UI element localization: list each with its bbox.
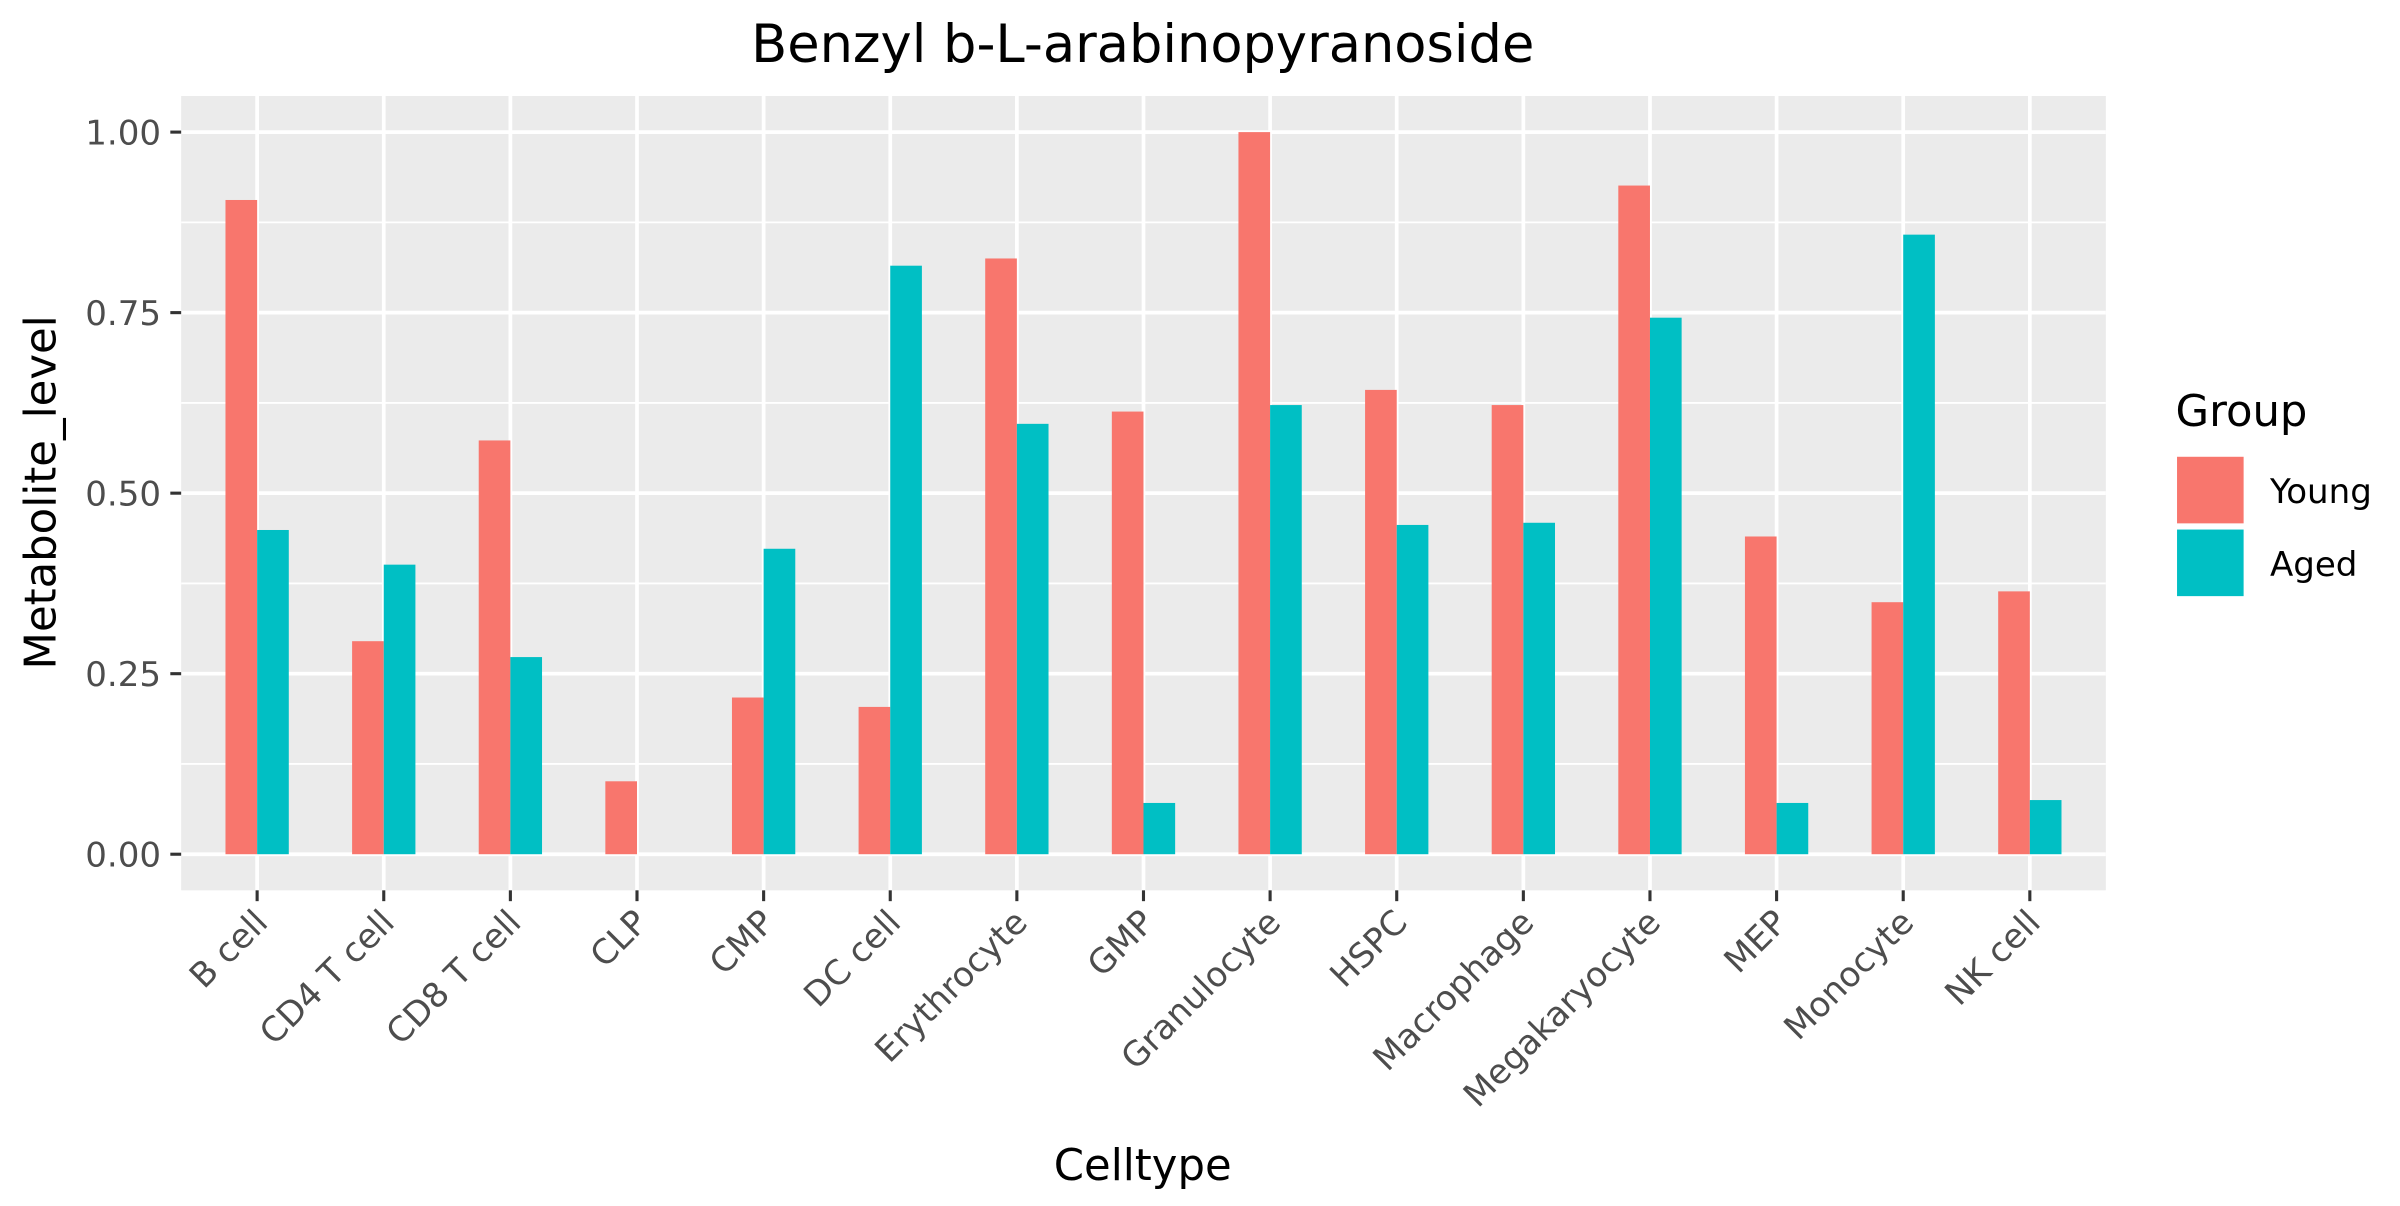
- x-tick-label: GMP: [1080, 902, 1162, 984]
- bar-young: [1998, 591, 2030, 855]
- bar-aged: [2029, 800, 2062, 855]
- bar-young: [478, 440, 511, 855]
- x-axis-title: Celltype: [1054, 1141, 1232, 1191]
- bar-young: [1618, 185, 1650, 855]
- bar-young: [225, 199, 258, 855]
- bar-aged: [763, 548, 796, 855]
- x-tick-label: NK cell: [1937, 902, 2048, 1013]
- bar-aged: [1776, 802, 1809, 855]
- bar-aged: [1649, 317, 1682, 855]
- legend-label-young: Young: [2269, 472, 2372, 512]
- bar-young: [1744, 536, 1777, 855]
- legend-items: Young Aged: [2177, 456, 2372, 597]
- x-tick-label: CD8 T cell: [379, 902, 529, 1052]
- bar-young: [985, 258, 1017, 855]
- bars: [225, 132, 2062, 855]
- y-tick-label: 0.50: [85, 475, 161, 515]
- legend-swatch-aged: [2177, 529, 2244, 597]
- bar-aged: [1903, 234, 1935, 855]
- x-tick-label: CD4 T cell: [252, 902, 402, 1052]
- bar-aged: [1523, 522, 1556, 855]
- chart-title: Benzyl b-L-arabinopyranoside: [751, 14, 1534, 75]
- bar-aged: [1016, 423, 1049, 855]
- x-tick-label: CLP: [583, 902, 656, 975]
- x-tick-label: Monocyte: [1776, 902, 1922, 1048]
- bar-young: [605, 781, 637, 855]
- y-tick-label: 0.75: [85, 294, 161, 334]
- bar-young: [731, 697, 764, 855]
- bar-young: [1111, 411, 1144, 855]
- bar-young: [1491, 405, 1524, 855]
- bar-aged: [890, 265, 922, 855]
- y-tick-label: 0.25: [85, 655, 161, 695]
- y-axis-title: Metabolite_level: [17, 315, 67, 669]
- bar-aged: [383, 564, 416, 855]
- y-tick-label: 0.00: [85, 836, 161, 876]
- bar-aged: [1396, 524, 1429, 855]
- bar-young: [858, 706, 891, 855]
- x-tick-label: HSPC: [1322, 902, 1415, 995]
- y-axis: 0.00 0.25 0.50 0.75 1.00: [85, 113, 182, 876]
- legend-title: Group: [2175, 387, 2307, 437]
- bar-young: [1238, 132, 1271, 855]
- bar-young: [1871, 602, 1904, 855]
- legend-label-aged: Aged: [2270, 545, 2357, 585]
- bar-aged: [1143, 802, 1176, 855]
- bar-aged: [257, 529, 289, 855]
- legend: Group Young Aged: [2175, 387, 2372, 597]
- x-tick-label: CMP: [702, 902, 782, 982]
- bar-young: [1365, 389, 1397, 855]
- legend-swatch-young: [2177, 456, 2244, 524]
- x-tick-label: MEP: [1717, 902, 1796, 981]
- x-tick-label: DC cell: [796, 902, 909, 1015]
- bar-aged: [1270, 405, 1302, 855]
- bar-young: [352, 641, 384, 855]
- bar-aged: [510, 657, 543, 855]
- x-tick-label: B cell: [182, 902, 276, 996]
- y-tick-label: 1.00: [85, 113, 161, 153]
